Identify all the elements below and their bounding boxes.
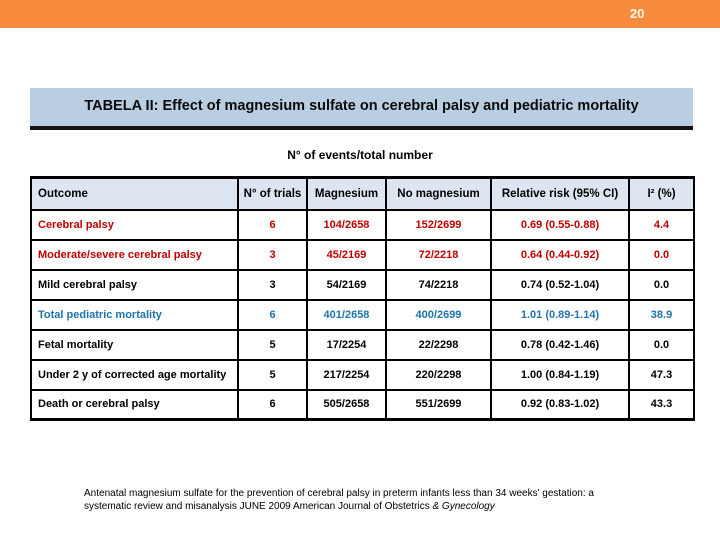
table-row: Death or cerebral palsy 6 505/2658 551/2…: [30, 388, 695, 421]
cell-relative-risk: 0.78 (0.42-1.46): [490, 328, 630, 361]
cell-outcome: Death or cerebral palsy: [30, 388, 239, 421]
cell-relative-risk: 0.74 (0.52-1.04): [490, 268, 630, 301]
cell-trials: 5: [237, 328, 308, 361]
cell-trials: 5: [237, 358, 308, 391]
cell-magnesium: 104/2658: [306, 208, 387, 241]
table-row: Cerebral palsy 6 104/2658 152/2699 0.69 …: [30, 208, 695, 241]
cell-i2: 4.4: [628, 208, 695, 241]
table-row: Total pediatric mortality 6 401/2658 400…: [30, 298, 695, 331]
cell-i2: 0.0: [628, 268, 695, 301]
citation-text: Antenatal magnesium sulfate for the prev…: [84, 487, 704, 513]
cell-magnesium: 45/2169: [306, 238, 387, 271]
column-header-no-magnesium: No magnesium: [385, 176, 492, 211]
slide-top-bar: [0, 0, 720, 28]
cell-trials: 3: [237, 238, 308, 271]
citation-journal-italic: & Gynecology: [432, 501, 495, 512]
table-row: Under 2 y of corrected age mortality 5 2…: [30, 358, 695, 391]
table-subtitle: N° of events/total number: [287, 148, 433, 162]
cell-relative-risk: 0.69 (0.55-0.88): [490, 208, 630, 241]
cell-magnesium: 217/2254: [306, 358, 387, 391]
table-title-banner: TABELA II: Effect of magnesium sulfate o…: [30, 88, 693, 130]
citation-line2: systematic review and misanalysis JUNE 2…: [84, 501, 433, 512]
cell-magnesium: 401/2658: [306, 298, 387, 331]
cell-no-magnesium: 551/2699: [385, 388, 492, 421]
cell-relative-risk: 1.00 (0.84-1.19): [490, 358, 630, 391]
cell-outcome: Under 2 y of corrected age mortality: [30, 358, 239, 391]
cell-i2: 43.3: [628, 388, 695, 421]
cell-outcome: Moderate/severe cerebral palsy: [30, 238, 239, 271]
cell-no-magnesium: 220/2298: [385, 358, 492, 391]
column-header-outcome: Outcome: [30, 176, 239, 211]
cell-trials: 6: [237, 298, 308, 331]
cell-outcome: Cerebral palsy: [30, 208, 239, 241]
citation-line1: Antenatal magnesium sulfate for the prev…: [84, 488, 594, 499]
cell-no-magnesium: 72/2218: [385, 238, 492, 271]
results-table: Outcome N° of trials Magnesium No magnes…: [30, 176, 695, 421]
cell-trials: 6: [237, 208, 308, 241]
cell-trials: 3: [237, 268, 308, 301]
cell-no-magnesium: 74/2218: [385, 268, 492, 301]
column-header-i2: I² (%): [628, 176, 695, 211]
cell-outcome: Fetal mortality: [30, 328, 239, 361]
cell-relative-risk: 0.92 (0.83-1.02): [490, 388, 630, 421]
slide-number: 20: [630, 6, 645, 21]
cell-i2: 38.9: [628, 298, 695, 331]
column-header-magnesium: Magnesium: [306, 176, 387, 211]
table-title: TABELA II: Effect of magnesium sulfate o…: [84, 98, 639, 114]
cell-magnesium: 54/2169: [306, 268, 387, 301]
cell-outcome: Mild cerebral palsy: [30, 268, 239, 301]
cell-outcome: Total pediatric mortality: [30, 298, 239, 331]
cell-trials: 6: [237, 388, 308, 421]
cell-relative-risk: 1.01 (0.89-1.14): [490, 298, 630, 331]
cell-i2: 0.0: [628, 238, 695, 271]
cell-no-magnesium: 22/2298: [385, 328, 492, 361]
cell-relative-risk: 0.64 (0.44-0.92): [490, 238, 630, 271]
header-row: Outcome N° of trials Magnesium No magnes…: [30, 176, 695, 211]
table-row: Mild cerebral palsy 3 54/2169 74/2218 0.…: [30, 268, 695, 301]
cell-no-magnesium: 400/2699: [385, 298, 492, 331]
cell-magnesium: 505/2658: [306, 388, 387, 421]
cell-i2: 47.3: [628, 358, 695, 391]
cell-no-magnesium: 152/2699: [385, 208, 492, 241]
cell-i2: 0.0: [628, 328, 695, 361]
column-header-relative-risk: Relative risk (95% CI): [490, 176, 630, 211]
table-row: Moderate/severe cerebral palsy 3 45/2169…: [30, 238, 695, 271]
column-header-trials: N° of trials: [237, 176, 308, 211]
table-row: Fetal mortality 5 17/2254 22/2298 0.78 (…: [30, 328, 695, 361]
cell-magnesium: 17/2254: [306, 328, 387, 361]
